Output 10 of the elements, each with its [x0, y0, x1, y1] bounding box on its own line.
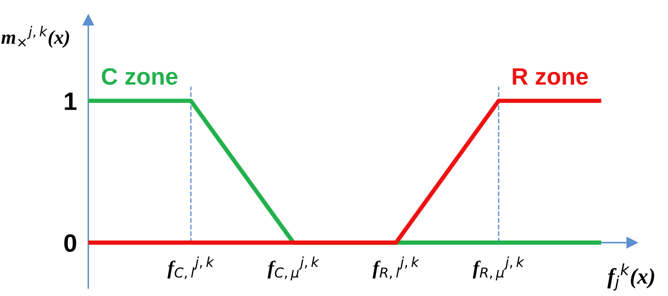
x-axis-title: f$_{j}$$^{k}$(x): [607, 263, 654, 291]
x-tick-label: f$_{R,l}$$^{j,k}$: [372, 256, 420, 280]
y-tick-label: 1: [64, 92, 76, 110]
series-label: R zone: [512, 68, 588, 85]
series-label: C zone: [102, 68, 178, 85]
y-tick-label: 0: [64, 234, 76, 252]
y-axis-title: m$_{×}$$^{j,k}$(x): [1, 26, 70, 48]
x-tick-label: f$_{C,l}$$^{j,k}$: [167, 256, 214, 280]
x-tick-label: f$_{C,μ}$$^{j,k}$: [268, 256, 320, 280]
x-tick-label: f$_{R,μ}$$^{j,k}$: [472, 256, 524, 280]
